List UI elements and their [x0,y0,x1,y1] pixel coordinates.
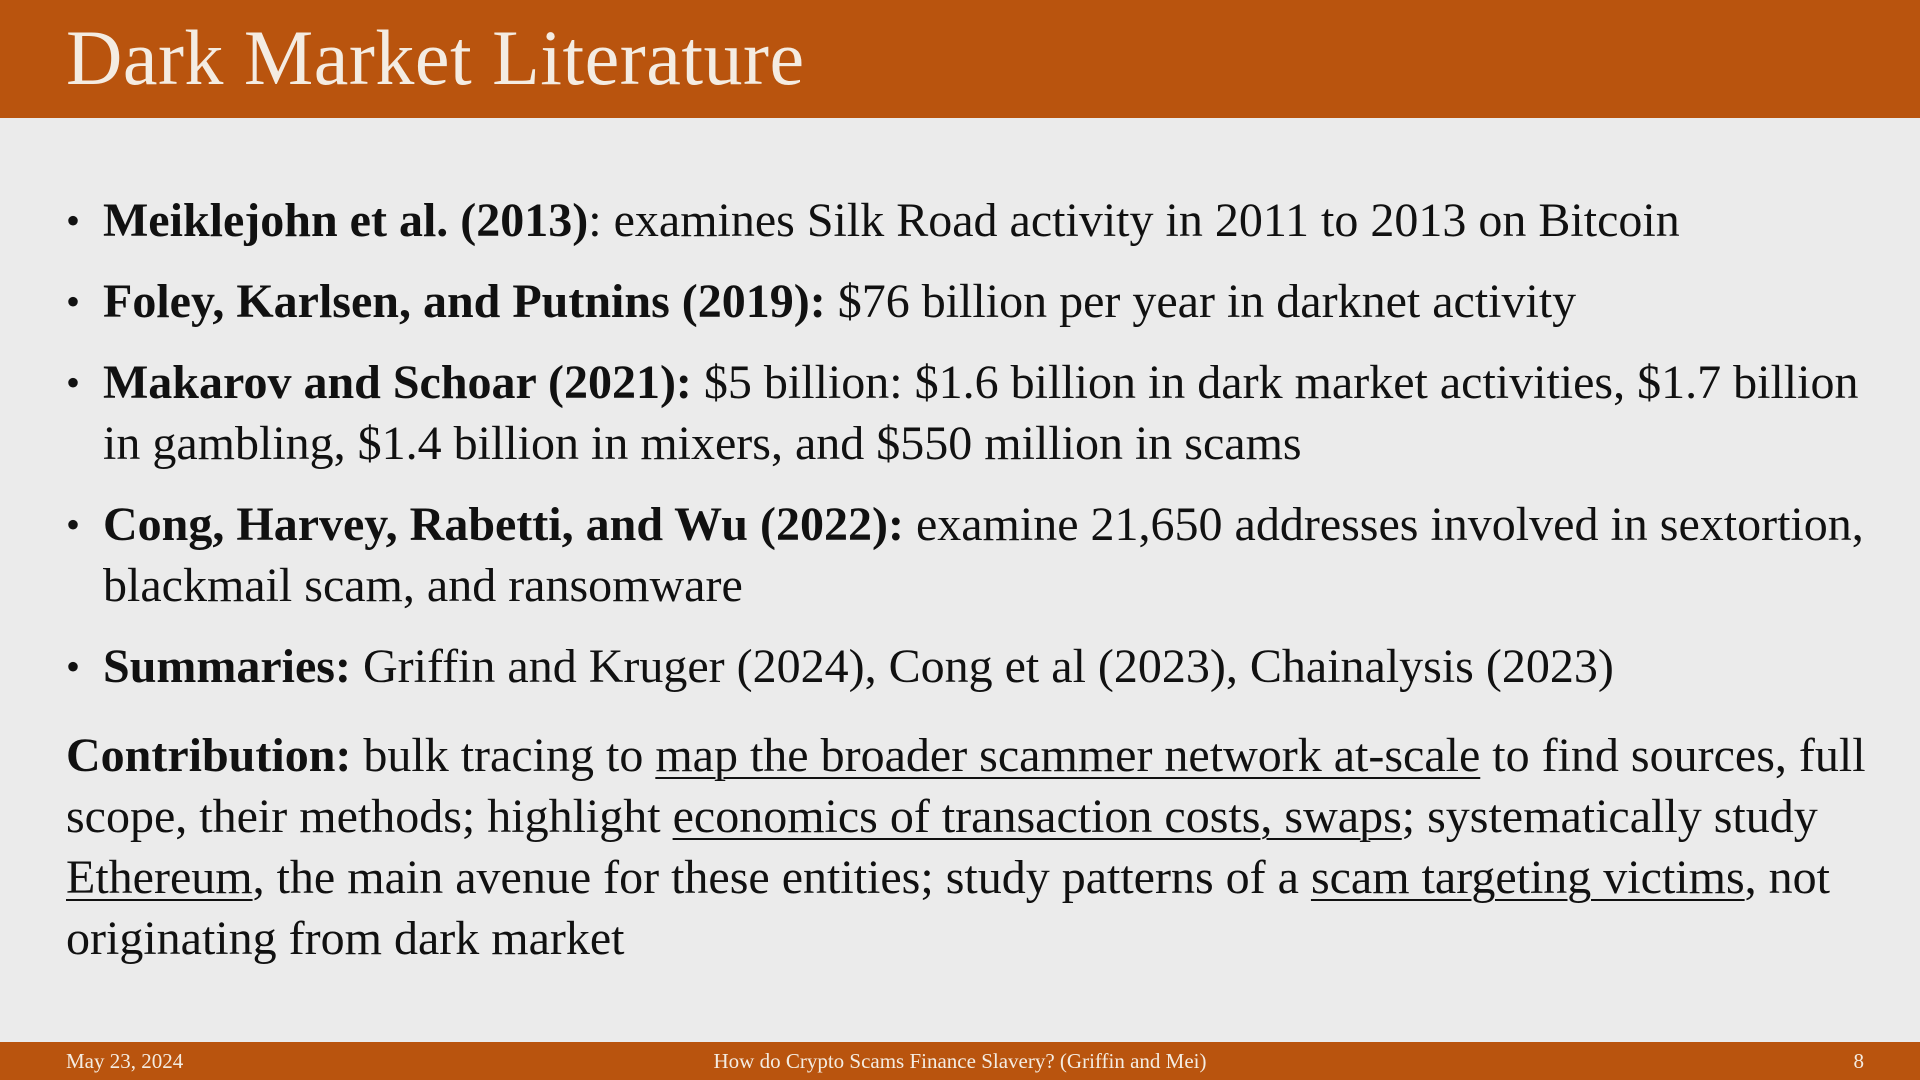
bullet-item: • Meiklejohn et al. (2013): examines Silk… [66,190,1866,251]
bullet-text: $76 billion per year in darknet activity [825,275,1577,328]
citation: Summaries: [103,640,351,693]
contribution-label: Contribution: [66,729,352,782]
contribution-paragraph: Contribution: bulk tracing to map the br… [66,725,1866,969]
citation: Foley, Karlsen, and Putnins (2019): [103,275,826,328]
title-bar: Dark Market Literature [0,0,1920,118]
bullet-text: examines Silk Road activity in 2011 to 2… [601,194,1680,247]
bullet-text: $5 billion: $1.6 billion in dark market … [103,356,1859,470]
bullet-text: Griffin and Kruger (2024), Cong et al (2… [350,640,1614,693]
bullet-dot-icon: • [66,279,81,324]
contribution-underlined: economics of transaction costs, swaps [672,790,1402,843]
contribution-underlined: scam targeting victims [1310,851,1745,904]
bullet-list: • Meiklejohn et al. (2013): examines Silk… [66,190,1866,697]
footer-bar: May 23, 2024 How do Crypto Scams Finance… [0,1042,1920,1080]
bullet-item: • Cong, Harvey, Rabetti, and Wu (2022): e… [66,494,1866,616]
contribution-text: bulk tracing to [351,729,656,782]
citation: Cong, Harvey, Rabetti, and Wu (2022): [103,498,904,551]
contribution-text: to find sources, full scope, their metho… [66,729,1866,843]
slide-title: Dark Market Literature [66,14,805,101]
citation: Makarov and Schoar (2021): [103,356,692,409]
bullet-dot-icon: • [66,360,81,405]
bullet-text: examine 21,650 addresses involved in sex… [103,498,1864,612]
contribution-text: , the main avenue for these entities; st… [252,851,1311,904]
contribution-text: ; systematically study [1401,790,1818,843]
contribution-text: , not originating from dark market [66,851,1830,965]
footer-date: May 23, 2024 [66,1049,184,1073]
footer-title: How do Crypto Scams Finance Slavery? (Gr… [713,1049,1207,1073]
bullet-item: • Summaries: Griffin and Kruger (2024), C… [66,636,1866,697]
contribution-underlined: Ethereum [66,851,253,904]
bullet-dot-icon: • [66,198,81,243]
bullet-item: • Makarov and Schoar (2021): $5 billion: … [66,352,1866,474]
citation: Meiklejohn et al. (2013) [103,194,589,247]
bullet-dot-icon: • [66,502,81,547]
bullet-item: • Foley, Karlsen, and Putnins (2019): $76… [66,271,1866,332]
page-number: 8 [1853,1049,1865,1073]
contribution-underlined: map the broader scammer network at-scale [655,729,1481,782]
citation-sep: : [588,194,602,247]
bullet-dot-icon: • [66,644,81,689]
slide-body: • Meiklejohn et al. (2013): examines Silk… [66,190,1866,1017]
